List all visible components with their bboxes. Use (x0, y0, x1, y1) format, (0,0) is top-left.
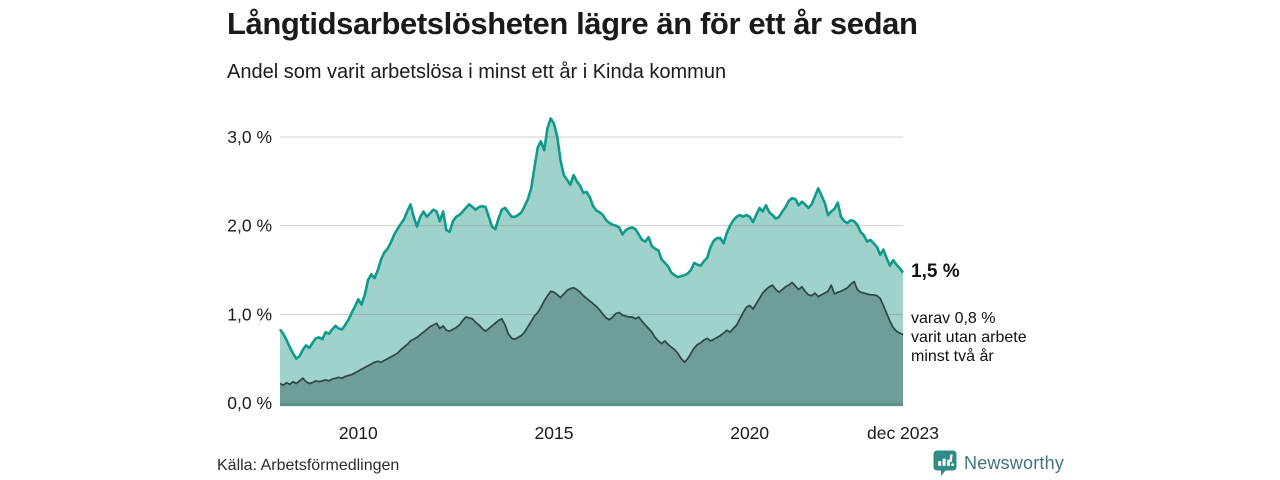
y-tick-label: 3,0 % (227, 127, 272, 147)
newsworthy-logo: Newsworthy (933, 450, 1064, 477)
breakdown-line-3: minst två år (911, 348, 994, 365)
line-two-years (279, 280, 904, 387)
breakdown-line-1: varav 0,8 % (911, 310, 996, 327)
latest-total-value-label: 1,5 % (911, 261, 960, 282)
y-tick-label: 1,0 % (227, 304, 272, 324)
x-tick-label: 2010 (339, 423, 378, 443)
x-tick-label: 2015 (535, 423, 574, 443)
newsworthy-logo-icon (933, 450, 957, 476)
page-title: Långtidsarbetslösheten lägre än för ett … (227, 6, 918, 41)
area-two-years-fill (280, 281, 903, 403)
breakdown-annotation: varav 0,8 % varit utan arbete minst två … (911, 309, 1027, 366)
breakdown-line-2: varit utan arbete (911, 329, 1027, 346)
line-total (278, 117, 905, 360)
page-subtitle: Andel som varit arbetslösa i minst ett å… (227, 61, 727, 83)
y-tick-label: 0,0 % (227, 393, 272, 413)
x-tick-label: dec 2023 (867, 423, 939, 443)
newsworthy-logo-text: Newsworthy (964, 453, 1065, 473)
y-tick-label: 2,0 % (227, 216, 272, 236)
x-tick-label: 2020 (730, 423, 769, 443)
source-attribution: Källa: Arbetsförmedlingen (217, 457, 400, 474)
